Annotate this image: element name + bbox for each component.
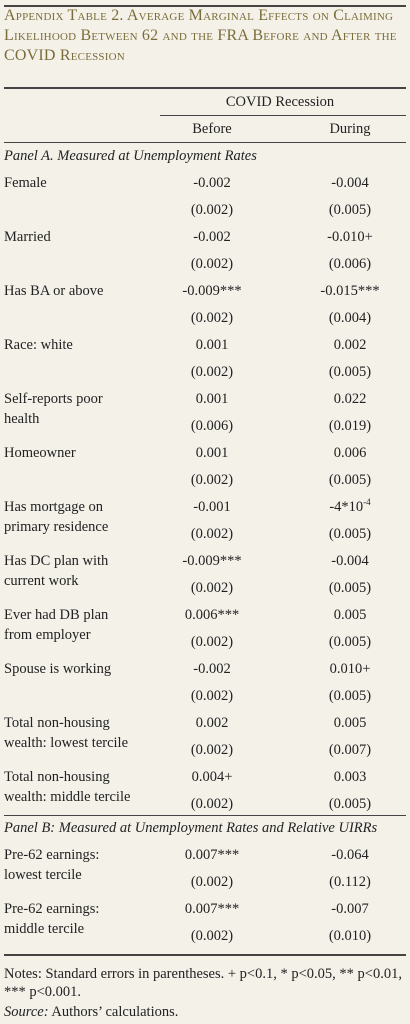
during-std-error: (0.005) xyxy=(328,688,372,704)
before-std-error: (0.002) xyxy=(190,472,234,488)
row-label: Has DC plan with xyxy=(4,553,109,569)
before-std-error: (0.002) xyxy=(190,688,234,704)
during-std-error: (0.006) xyxy=(328,256,372,272)
row-label: Homeowner xyxy=(4,445,76,461)
during-estimate: -0.004 xyxy=(331,175,369,191)
before-estimate: -0.009*** xyxy=(182,283,242,299)
before-estimate: 0.007*** xyxy=(184,847,240,863)
during-estimate: 0.002 xyxy=(333,337,367,353)
source-line: Source: Authors’ calculations. xyxy=(4,1003,406,1021)
during-std-error: (0.007) xyxy=(328,742,372,758)
during-estimate: 0.022 xyxy=(333,391,367,407)
before-estimate: -0.002 xyxy=(193,661,231,677)
source-label: Source: xyxy=(4,1004,49,1020)
during-estimate: -0.015*** xyxy=(320,283,380,299)
before-std-error: (0.002) xyxy=(190,742,234,758)
panel-b-top-rule xyxy=(4,815,406,816)
before-std-error: (0.002) xyxy=(190,202,234,218)
during-std-error: (0.019) xyxy=(328,418,372,434)
before-estimate: 0.006*** xyxy=(184,607,240,623)
during-estimate: 0.005 xyxy=(333,715,367,731)
top-rule xyxy=(4,5,406,7)
table-title: Appendix Table 2. Average Marginal Effec… xyxy=(4,7,397,64)
row-label: Total non-housing xyxy=(4,715,110,731)
row-label-line2: lowest tercile xyxy=(4,867,82,883)
row-label-line2: current work xyxy=(4,573,79,589)
panel-a-title: Panel A. Measured at Unemployment Rates xyxy=(4,148,257,164)
header-bottom-rule xyxy=(4,142,406,143)
during-std-error: (0.005) xyxy=(328,634,372,650)
row-label: Ever had DB plan xyxy=(4,607,109,623)
row-label: Married xyxy=(4,229,51,245)
during-estimate: 0.003 xyxy=(333,769,367,785)
during-estimate: -0.010+ xyxy=(327,229,373,245)
before-estimate: 0.001 xyxy=(195,337,229,353)
title-bottom-rule xyxy=(4,87,406,89)
during-std-error: (0.005) xyxy=(328,580,372,596)
notes-text: Notes: Standard errors in parentheses. +… xyxy=(4,966,402,1000)
before-std-error: (0.002) xyxy=(190,634,234,650)
before-estimate: -0.009*** xyxy=(182,553,242,569)
before-estimate: -0.002 xyxy=(193,175,231,191)
during-std-error: (0.005) xyxy=(328,796,372,812)
during-estimate: 0.006 xyxy=(333,445,367,461)
during-estimate: 0.010+ xyxy=(329,661,371,677)
source-text: Authors’ calculations. xyxy=(48,1004,179,1020)
during-estimate-base: -4*10 xyxy=(329,499,364,515)
before-estimate: -0.001 xyxy=(193,499,231,515)
row-label-line2: wealth: middle tercile xyxy=(4,789,131,805)
row-label: Pre-62 earnings: xyxy=(4,847,100,863)
during-std-error: (0.004) xyxy=(328,310,372,326)
during-estimate: -0.064 xyxy=(331,847,369,863)
before-estimate: 0.002 xyxy=(195,715,229,731)
before-estimate: 0.001 xyxy=(195,391,229,407)
row-label: Spouse is working xyxy=(4,661,112,677)
group-underline xyxy=(160,115,406,116)
before-estimate: 0.007*** xyxy=(184,901,240,917)
row-label: Female xyxy=(4,175,47,191)
during-estimate-exponent: -4 xyxy=(363,497,371,508)
col-header-before: Before xyxy=(192,121,232,137)
row-label-line2: wealth: lowest tercile xyxy=(4,735,129,751)
row-label-line2: middle tercile xyxy=(4,921,85,937)
row-label-line2: health xyxy=(4,411,40,427)
before-std-error: (0.002) xyxy=(190,256,234,272)
panel-b-title: Panel B: Measured at Unemployment Rates … xyxy=(4,820,378,836)
before-estimate: 0.004+ xyxy=(191,769,233,785)
row-label-line2: from employer xyxy=(4,627,91,643)
before-std-error: (0.002) xyxy=(190,874,234,890)
row-label: Has BA or above xyxy=(4,283,104,299)
before-estimate: 0.001 xyxy=(195,445,229,461)
table-bottom-rule xyxy=(4,954,406,956)
group-header: COVID Recession xyxy=(225,94,335,110)
before-std-error: (0.002) xyxy=(190,928,234,944)
row-label-line2: primary residence xyxy=(4,519,109,535)
during-estimate: -0.007 xyxy=(331,901,369,917)
during-std-error: (0.112) xyxy=(329,874,371,890)
row-label: Race: white xyxy=(4,337,73,353)
col-header-during: During xyxy=(329,121,371,137)
during-std-error: (0.005) xyxy=(328,472,372,488)
during-estimate: 0.005 xyxy=(333,607,367,623)
during-estimate: -0.004 xyxy=(331,553,369,569)
before-std-error: (0.002) xyxy=(190,310,234,326)
before-std-error: (0.002) xyxy=(190,526,234,542)
row-label: Has mortgage on xyxy=(4,499,104,515)
during-std-error: (0.005) xyxy=(328,364,372,380)
before-std-error: (0.002) xyxy=(190,796,234,812)
during-std-error: (0.005) xyxy=(328,526,372,542)
before-std-error: (0.002) xyxy=(190,364,234,380)
row-label: Self-reports poor xyxy=(4,391,103,407)
during-std-error: (0.005) xyxy=(328,202,372,218)
row-label: Total non-housing xyxy=(4,769,110,785)
during-std-error: (0.010) xyxy=(328,928,372,944)
before-std-error: (0.002) xyxy=(190,580,234,596)
during-estimate: -4*10-4 xyxy=(300,498,400,516)
before-std-error: (0.006) xyxy=(190,418,234,434)
row-label: Pre-62 earnings: xyxy=(4,901,100,917)
before-estimate: -0.002 xyxy=(193,229,231,245)
